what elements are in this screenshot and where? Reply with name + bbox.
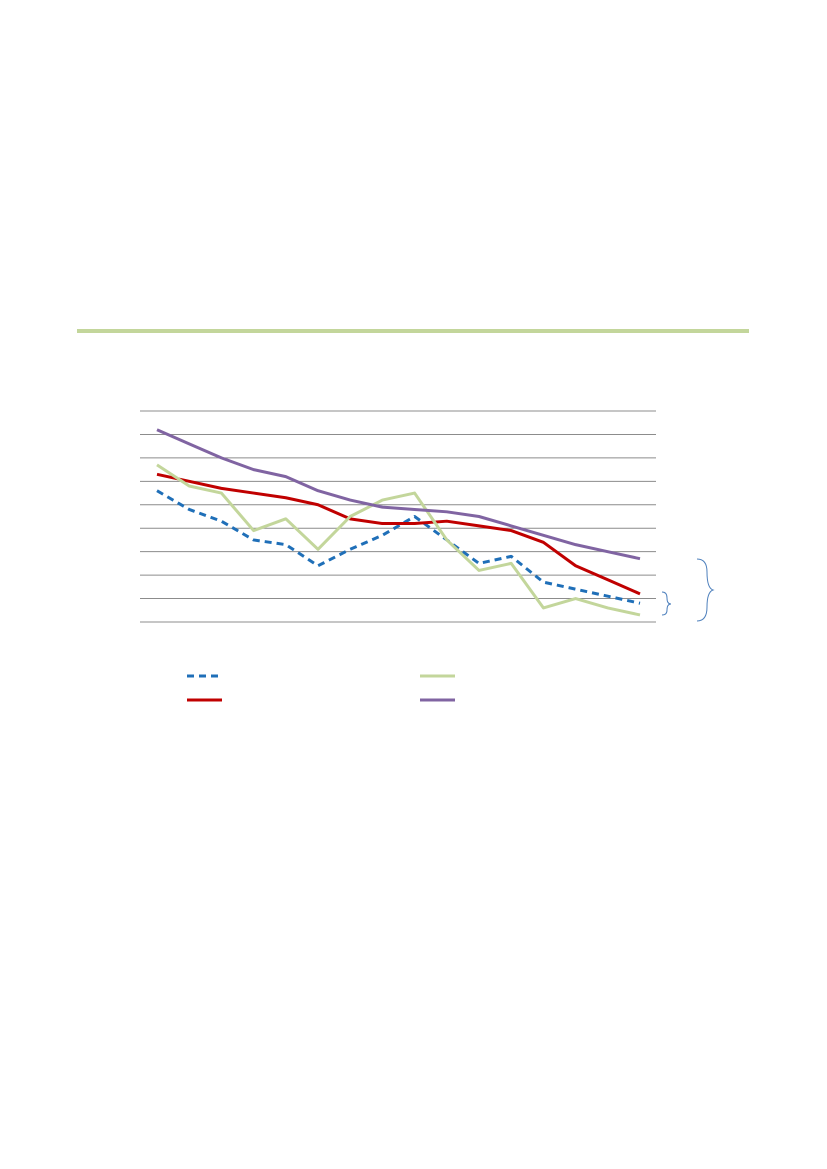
series-line <box>156 472 641 596</box>
brace <box>661 591 672 616</box>
series-line <box>156 463 641 617</box>
series-line <box>156 489 641 605</box>
brace <box>696 558 715 622</box>
series-line <box>156 428 641 561</box>
section-rule <box>77 329 749 333</box>
